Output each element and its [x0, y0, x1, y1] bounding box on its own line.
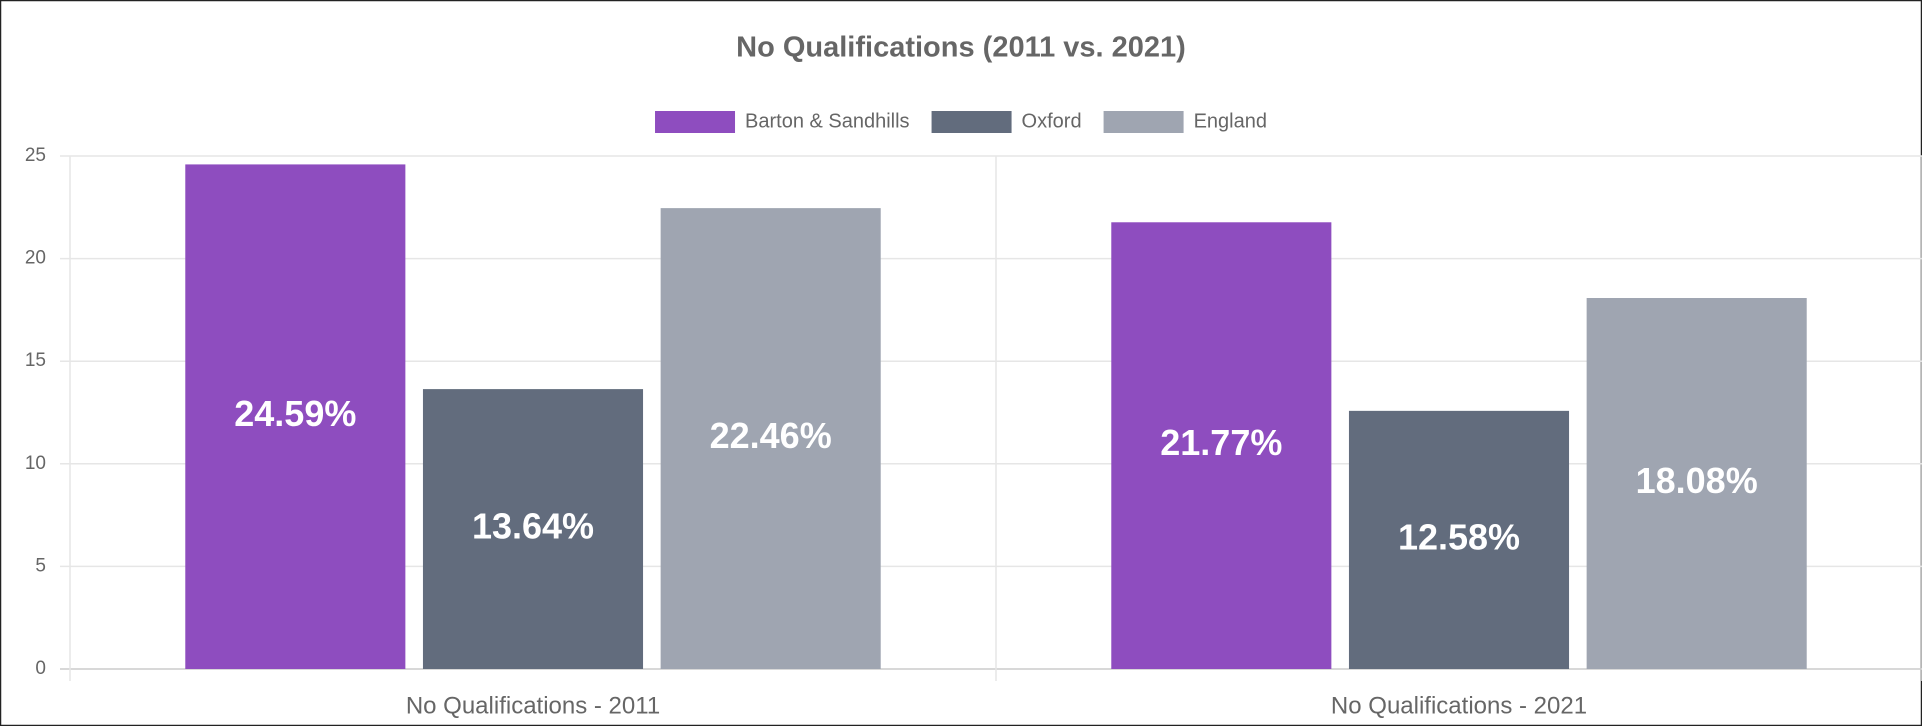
value-label: 24.59%: [234, 393, 356, 434]
bar: [185, 164, 406, 669]
legend-swatch: [1103, 111, 1184, 133]
legend-label: Barton & Sandhills: [745, 110, 910, 132]
legend-label: Oxford: [1022, 110, 1082, 132]
legend-swatch: [655, 111, 736, 133]
chart-title: No Qualifications (2011 vs. 2021): [736, 32, 1186, 64]
value-label: 21.77%: [1160, 422, 1282, 463]
bar: [1586, 297, 1807, 669]
bar: [660, 208, 881, 670]
y-tick-label: 20: [25, 248, 46, 269]
value-label: 13.64%: [472, 506, 594, 547]
value-label: 12.58%: [1398, 516, 1520, 557]
y-tick-label: 25: [25, 145, 46, 166]
value-label: 18.08%: [1636, 460, 1758, 501]
legend-label: England: [1194, 110, 1267, 132]
y-tick-label: 0: [35, 658, 46, 679]
y-tick-label: 10: [25, 453, 46, 474]
x-tick-label: No Qualifications - 2021: [1331, 692, 1587, 719]
y-tick-label: 15: [25, 350, 46, 371]
bar: [1348, 410, 1570, 669]
x-tick-label: No Qualifications - 2011: [406, 692, 660, 719]
bar: [1111, 222, 1332, 669]
value-label: 22.46%: [710, 415, 832, 456]
bar: [422, 389, 644, 669]
legend-swatch: [931, 111, 1012, 133]
y-tick-label: 5: [35, 555, 46, 576]
